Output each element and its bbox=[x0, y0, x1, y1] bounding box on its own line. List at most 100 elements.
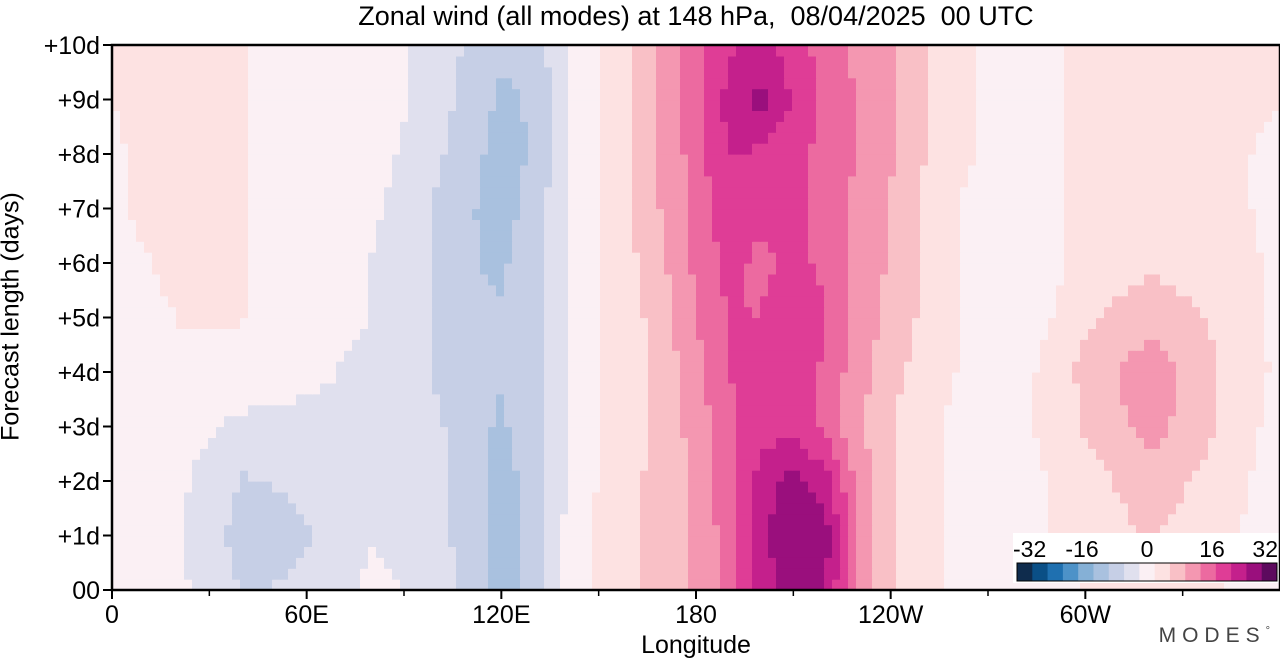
field-cell bbox=[280, 448, 289, 460]
field-cell bbox=[616, 524, 625, 537]
field-cell bbox=[296, 219, 305, 231]
field-cell bbox=[464, 306, 473, 319]
field-cell bbox=[432, 448, 441, 460]
field-cell bbox=[280, 568, 289, 580]
field-cell bbox=[584, 328, 593, 340]
field-cell bbox=[1088, 252, 1097, 264]
field-cell bbox=[592, 546, 601, 558]
field-cell bbox=[680, 437, 689, 449]
field-cell bbox=[384, 339, 393, 351]
field-cell bbox=[936, 535, 945, 547]
field-cell bbox=[1120, 252, 1129, 264]
field-cell bbox=[672, 284, 681, 297]
field-cell bbox=[776, 361, 785, 373]
field-cell bbox=[168, 491, 177, 504]
field-cell bbox=[648, 393, 657, 406]
field-cell bbox=[296, 328, 305, 340]
field-cell bbox=[1232, 284, 1241, 297]
field-cell bbox=[176, 535, 185, 547]
field-cell bbox=[944, 273, 953, 286]
field-cell bbox=[432, 263, 441, 275]
field-cell bbox=[608, 393, 617, 406]
field-cell bbox=[224, 372, 233, 384]
field-cell bbox=[1120, 219, 1129, 231]
field-cell bbox=[832, 502, 841, 515]
field-cell bbox=[656, 546, 665, 558]
field-cell bbox=[184, 404, 193, 417]
field-cell bbox=[896, 350, 905, 362]
field-cell bbox=[712, 579, 721, 590]
field-cell bbox=[960, 546, 969, 558]
field-cell bbox=[920, 546, 929, 558]
field-cell bbox=[208, 208, 217, 220]
field-cell bbox=[720, 219, 729, 231]
field-cell bbox=[296, 273, 305, 286]
field-cell bbox=[312, 219, 321, 231]
field-cell bbox=[248, 328, 257, 340]
field-cell bbox=[256, 448, 265, 460]
field-cell bbox=[128, 404, 137, 417]
field-cell bbox=[312, 361, 321, 373]
field-cell bbox=[904, 284, 913, 297]
field-cell bbox=[624, 317, 633, 329]
field-cell bbox=[384, 317, 393, 329]
field-cell bbox=[696, 263, 705, 275]
field-cell bbox=[568, 470, 577, 482]
field-cell bbox=[504, 513, 513, 526]
field-cell bbox=[840, 350, 849, 362]
field-cell bbox=[928, 306, 937, 319]
field-cell bbox=[1008, 393, 1017, 406]
field-cell bbox=[984, 295, 993, 308]
field-cell bbox=[208, 241, 217, 253]
field-cell bbox=[1048, 502, 1057, 515]
field-cell bbox=[1152, 470, 1161, 482]
field-cell bbox=[1000, 306, 1009, 319]
field-cell bbox=[792, 502, 801, 515]
field-cell bbox=[544, 219, 553, 231]
field-cell bbox=[464, 241, 473, 253]
field-cell bbox=[984, 241, 993, 253]
field-cell bbox=[1032, 317, 1041, 329]
field-cell bbox=[336, 252, 345, 264]
field-cell bbox=[896, 317, 905, 329]
field-cell bbox=[1208, 306, 1217, 319]
field-cell bbox=[1016, 361, 1025, 373]
field-cell bbox=[1128, 361, 1137, 373]
field-cell bbox=[536, 241, 545, 253]
field-cell bbox=[624, 557, 633, 569]
field-cell bbox=[808, 546, 817, 558]
field-cell bbox=[216, 393, 225, 406]
field-cell bbox=[176, 252, 185, 264]
field-cell bbox=[976, 361, 985, 373]
field-cell bbox=[888, 481, 897, 493]
field-cell bbox=[992, 339, 1001, 351]
field-cell bbox=[192, 491, 201, 504]
field-cell bbox=[544, 350, 553, 362]
field-cell bbox=[712, 393, 721, 406]
field-cell bbox=[336, 263, 345, 275]
field-cell bbox=[144, 372, 153, 384]
field-cell bbox=[1112, 459, 1121, 471]
field-cell bbox=[800, 241, 809, 253]
field-cell bbox=[240, 404, 249, 417]
field-cell bbox=[264, 491, 273, 504]
field-cell bbox=[248, 502, 257, 515]
field-cell bbox=[680, 568, 689, 580]
field-cell bbox=[1200, 317, 1209, 329]
field-cell bbox=[352, 339, 361, 351]
field-cell bbox=[808, 350, 817, 362]
field-cell bbox=[880, 328, 889, 340]
wind-field bbox=[112, 45, 1280, 590]
field-cell bbox=[1000, 241, 1009, 253]
field-cell bbox=[184, 284, 193, 297]
field-cell bbox=[304, 470, 313, 482]
field-cell bbox=[120, 252, 129, 264]
field-cell bbox=[120, 306, 129, 319]
field-cell bbox=[288, 393, 297, 406]
field-cell bbox=[1208, 284, 1217, 297]
field-cell bbox=[344, 448, 353, 460]
field-cell bbox=[384, 415, 393, 428]
field-cell bbox=[968, 470, 977, 482]
field-cell bbox=[1176, 502, 1185, 515]
field-cell bbox=[752, 535, 761, 547]
